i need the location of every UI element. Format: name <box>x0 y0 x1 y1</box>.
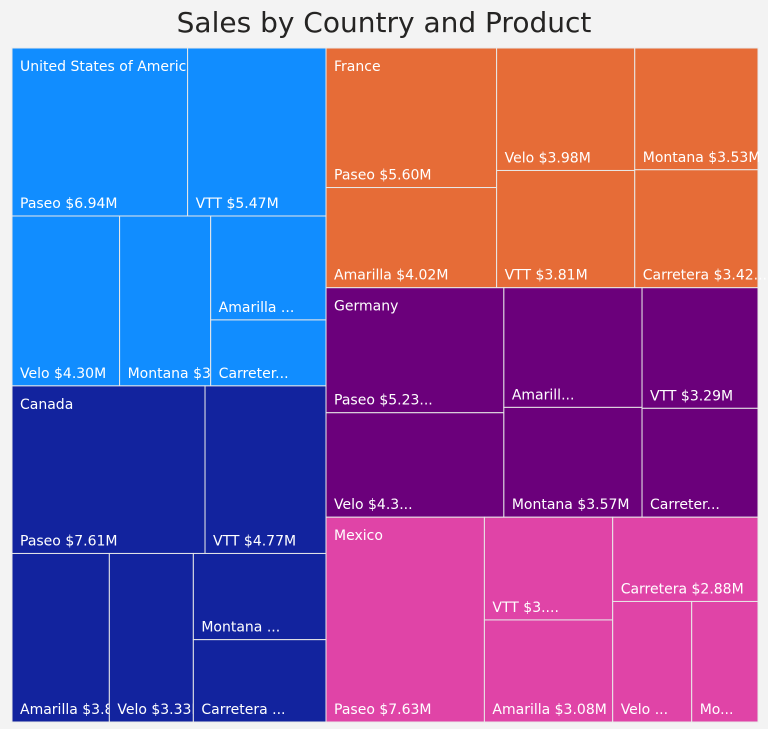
tile-label: Montana $3.57M <box>512 497 630 513</box>
chart-title: Sales by Country and Product <box>177 6 592 39</box>
tile-label: Carreter... <box>219 366 289 382</box>
tile-label: Montana $3.53M <box>643 150 761 166</box>
tile <box>192 639 327 723</box>
tile-label: Paseo $5.23... <box>334 393 433 409</box>
tile-label: Velo $3.98M <box>505 150 591 166</box>
tile <box>325 516 485 723</box>
tile-label: Paseo $6.94M <box>20 196 117 212</box>
tile <box>325 47 498 189</box>
tile <box>483 516 614 621</box>
group-label: France <box>334 59 381 75</box>
tile <box>641 407 759 518</box>
tile-label: VTT $4.77M <box>213 533 296 549</box>
tile-label: Velo $4.3... <box>334 497 413 513</box>
tile-label: Montana ... <box>201 620 280 636</box>
tile-label: Carretera $3.42... <box>643 268 767 284</box>
tile-label: Mo... <box>700 702 734 718</box>
tile-label: Paseo $7.63M <box>334 702 431 718</box>
tile <box>691 600 759 723</box>
tile-label: Amarilla ... <box>219 300 295 316</box>
tile-label: Velo $4.30M <box>20 366 106 382</box>
tile <box>496 169 636 289</box>
tile-label: Amarill... <box>512 387 575 403</box>
tile-label: Paseo $7.61M <box>20 533 117 549</box>
group-label: Germany <box>334 299 398 315</box>
tile-label: Velo $3.33M <box>117 702 203 718</box>
tile <box>11 47 189 217</box>
group-label: Canada <box>20 397 73 413</box>
tile-label: Carreter... <box>650 497 720 513</box>
tile <box>119 215 212 387</box>
group-label: Mexico <box>334 528 383 544</box>
tile <box>634 47 759 171</box>
tile-label: Amarilla $3.86M <box>20 702 134 718</box>
tile <box>325 412 505 518</box>
tile-label: Carretera $2.88M <box>621 581 744 597</box>
tile <box>204 385 327 554</box>
tile <box>634 169 759 289</box>
tile-label: VTT $5.47M <box>196 196 279 212</box>
tile <box>108 552 194 723</box>
tile <box>612 516 759 602</box>
tile <box>11 215 121 387</box>
tile-label: VTT $3.29M <box>650 388 733 404</box>
tile <box>11 552 110 723</box>
group-label: United States of America <box>20 59 195 75</box>
tile <box>503 287 643 408</box>
tile-label: VTT $3.... <box>492 600 558 616</box>
tile <box>641 287 759 409</box>
tile-label: Paseo $5.60M <box>334 168 431 184</box>
tile <box>503 406 643 518</box>
tile <box>483 619 614 723</box>
tile <box>192 552 327 641</box>
tile-label: Velo ... <box>621 702 668 718</box>
tile <box>325 187 498 289</box>
tile-label: Amarilla $4.02M <box>334 268 448 284</box>
tile-label: Amarilla $3.08M <box>492 702 606 718</box>
tile <box>496 47 636 171</box>
tile <box>187 47 327 217</box>
tile <box>612 600 693 723</box>
tile <box>325 287 505 414</box>
tile-label: Carretera ... <box>201 702 285 718</box>
tile-label: VTT $3.81M <box>505 268 588 284</box>
